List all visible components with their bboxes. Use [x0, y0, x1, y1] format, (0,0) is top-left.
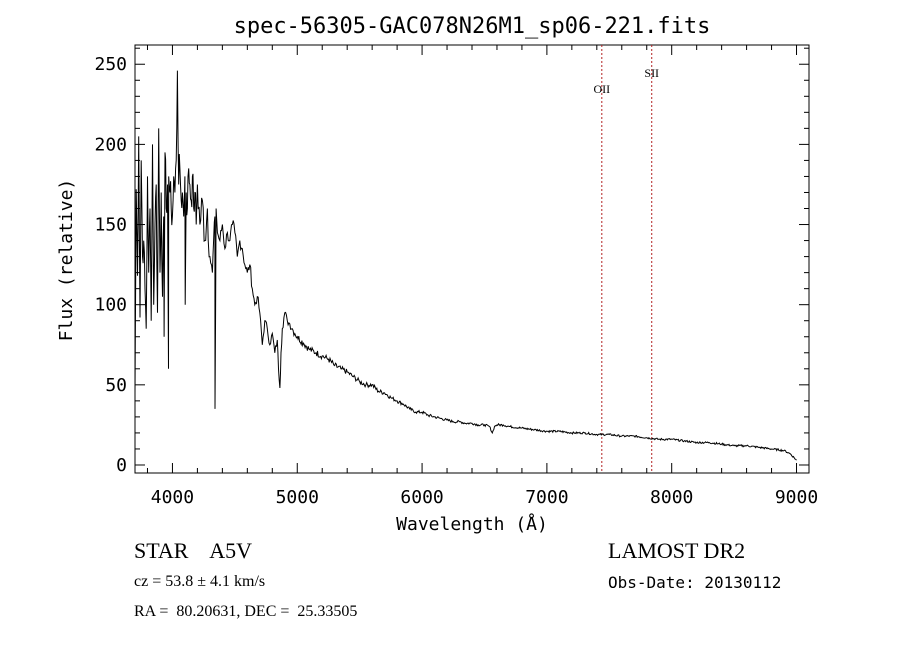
y-tick-label: 0: [116, 455, 127, 476]
coordinates: RA = 80.20631, DEC = 25.33505: [134, 603, 358, 620]
x-tick-label: 9000: [775, 487, 818, 508]
x-axis-label: Wavelength (Å): [396, 513, 548, 535]
x-axis-ticks: [146, 45, 798, 473]
y-axis-ticks: [135, 47, 809, 466]
y-tick-label: 200: [94, 134, 127, 155]
y-axis-label: Flux (relative): [56, 179, 77, 342]
y-tick-label: 250: [94, 54, 127, 75]
x-tick-label: 7000: [525, 487, 568, 508]
x-tick-label: 4000: [151, 487, 194, 508]
y-tick-label: 150: [94, 215, 127, 236]
survey-name: LAMOST DR2: [608, 538, 746, 563]
chart-title: spec-56305-GAC078N26M1_sp06-221.fits: [234, 14, 711, 39]
y-axis-tick-labels: 0 50 100 150 200 250: [94, 54, 127, 476]
x-tick-label: 8000: [650, 487, 693, 508]
spectrum-line: [134, 70, 797, 461]
star-classification: STAR A5V: [134, 538, 253, 563]
marker-label-oii: OII: [593, 82, 610, 96]
y-tick-label: 50: [105, 375, 127, 396]
x-tick-label: 5000: [276, 487, 319, 508]
marker-label-sii: SII: [644, 66, 659, 80]
emission-line-markers: OII SII: [593, 45, 659, 473]
x-axis-tick-labels: 4000 5000 6000 7000 8000 9000: [151, 487, 818, 508]
observation-date: Obs-Date: 20130112: [608, 573, 782, 592]
plot-frame: [134, 44, 810, 474]
y-tick-label: 100: [94, 295, 127, 316]
x-tick-label: 6000: [400, 487, 443, 508]
redshift-velocity: cz = 53.8 ± 4.1 km/s: [134, 573, 266, 590]
